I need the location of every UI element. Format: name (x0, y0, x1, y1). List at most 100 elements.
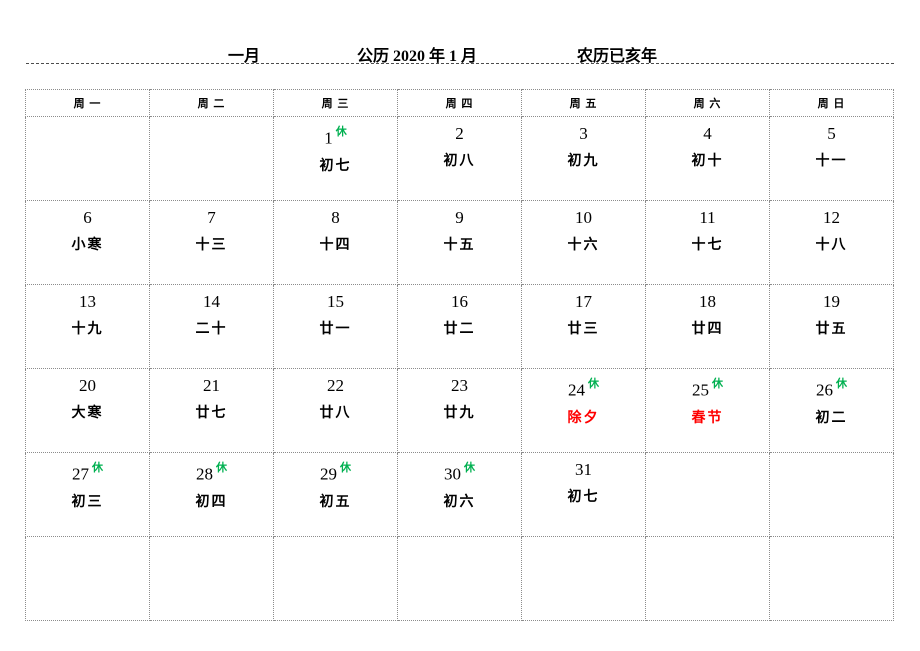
day-number: 2 (455, 124, 464, 143)
day-number-line: 14 (150, 292, 273, 312)
day-number: 23 (451, 376, 468, 395)
day-cell: 15 廿一 (273, 284, 398, 369)
day-number: 29 (320, 464, 337, 484)
weekday-header-wed: 周 三 (273, 89, 398, 117)
day-cell (397, 536, 522, 621)
day-number-line: 25 休 (646, 376, 769, 401)
day-number-line: 29 休 (274, 460, 397, 485)
holiday-rest-badge: 休 (836, 378, 847, 390)
lunar-date-label: 初四 (195, 494, 228, 510)
day-number: 14 (203, 292, 220, 311)
page-header: 一月 公历 2020 年 1 月 农历已亥年 (0, 42, 920, 65)
lunar-date-label: 初三 (71, 494, 104, 510)
day-number-line: 7 (150, 208, 273, 228)
day-cell: 12 十八 (769, 200, 894, 285)
lunar-date-label: 廿五 (815, 322, 848, 337)
day-cell: 27 休初三 (25, 452, 150, 537)
lunar-date-label: 初七 (319, 158, 352, 174)
day-number: 20 (79, 376, 96, 395)
lunar-date-label: 十六 (567, 238, 600, 253)
day-number-line: 24 休 (522, 376, 645, 401)
day-number-line: 10 (522, 208, 645, 228)
holiday-rest-badge: 休 (335, 126, 347, 138)
day-number-line: 9 (398, 208, 521, 228)
lunar-date-label: 廿七 (195, 406, 228, 421)
day-number-line: 15 (274, 292, 397, 312)
day-cell: 21 廿七 (149, 368, 274, 453)
day-cell: 29 休初五 (273, 452, 398, 537)
lunar-date-label: 廿四 (691, 322, 724, 337)
week-row: 20 大寒 21 廿七 22 廿八 23 廿九 24 休除夕 25 休春节 26 休初二 (25, 368, 894, 453)
lunar-date-label: 廿三 (567, 322, 600, 337)
lunar-date-label: 初六 (443, 494, 476, 510)
day-cell: 28 休初四 (149, 452, 274, 537)
weekday-header-fri: 周 五 (521, 89, 646, 117)
day-cell: 9 十五 (397, 200, 522, 285)
lunar-date-label: 廿九 (443, 406, 476, 421)
day-cell: 11 十七 (645, 200, 770, 285)
lunar-date-label: 十一 (815, 154, 848, 169)
day-number-line: 8 (274, 208, 397, 228)
day-number: 1 (324, 128, 333, 148)
day-number: 7 (207, 208, 216, 227)
day-cell: 19 廿五 (769, 284, 894, 369)
day-number: 10 (575, 208, 592, 227)
lunar-date-label: 十八 (815, 238, 848, 253)
lunar-date-label: 廿八 (319, 406, 352, 421)
week-row: 1 休初七 2 初八 3 初九 4 初十 5 十一 (25, 116, 894, 201)
holiday-rest-badge: 休 (588, 378, 599, 390)
lunar-date-label: 十七 (691, 238, 724, 253)
day-number: 5 (827, 124, 836, 143)
day-number-line: 23 (398, 376, 521, 396)
day-cell (25, 536, 150, 621)
day-number: 25 (692, 380, 709, 400)
lunar-year-title: 农历已亥年 (577, 48, 658, 65)
lunar-date-label: 十五 (443, 238, 476, 253)
weekday-header-sun: 周 日 (769, 89, 894, 117)
day-number-line: 21 (150, 376, 273, 396)
holiday-rest-badge: 休 (92, 462, 103, 474)
day-number-line: 11 (646, 208, 769, 228)
holiday-rest-badge: 休 (216, 462, 227, 474)
lunar-date-label: 初十 (691, 154, 724, 169)
day-cell: 4 初十 (645, 116, 770, 201)
week-row: 6 小寒 7 十三 8 十四 9 十五 10 十六 11 十七 12 十八 (25, 200, 894, 285)
day-number-line: 20 (26, 376, 149, 396)
day-cell: 5 十一 (769, 116, 894, 201)
day-number: 24 (568, 380, 585, 400)
lunar-date-label: 初九 (567, 154, 600, 169)
day-cell (769, 452, 894, 537)
day-number: 8 (331, 208, 340, 227)
lunar-date-label: 十四 (319, 238, 352, 253)
day-number: 22 (327, 376, 344, 395)
day-number-line: 31 (522, 460, 645, 480)
day-number: 11 (699, 208, 716, 227)
weekday-header-mon: 周 一 (25, 89, 150, 117)
day-cell: 6 小寒 (25, 200, 150, 285)
day-cell: 2 初八 (397, 116, 522, 201)
calendar-table: 周 一 周 二 周 三 周 四 周 五 周 六 周 日 1 休初七 2 初八 3 初九 4 初… (25, 89, 894, 621)
day-number: 6 (83, 208, 92, 227)
day-number: 12 (823, 208, 840, 227)
day-number: 30 (444, 464, 461, 484)
day-number-line: 30 休 (398, 460, 521, 485)
header-divider (26, 63, 894, 64)
gregorian-title: 公历 2020 年 1 月 (357, 48, 478, 65)
day-number-line: 26 休 (770, 376, 893, 401)
lunar-date-label: 初五 (319, 494, 352, 510)
day-number-line: 28 休 (150, 460, 273, 485)
lunar-date-label: 大寒 (71, 406, 104, 421)
lunar-date-label: 初二 (815, 410, 848, 426)
day-number: 26 (816, 380, 833, 400)
day-cell: 10 十六 (521, 200, 646, 285)
holiday-rest-badge: 休 (340, 462, 351, 474)
holiday-rest-badge: 休 (712, 378, 723, 390)
day-cell (25, 116, 150, 201)
day-number-line: 17 (522, 292, 645, 312)
day-number: 15 (327, 292, 344, 311)
day-number-line: 2 (398, 124, 521, 144)
calendar-head: 周 一 周 二 周 三 周 四 周 五 周 六 周 日 (25, 89, 894, 117)
day-cell (521, 536, 646, 621)
lunar-date-label: 初八 (443, 154, 476, 169)
